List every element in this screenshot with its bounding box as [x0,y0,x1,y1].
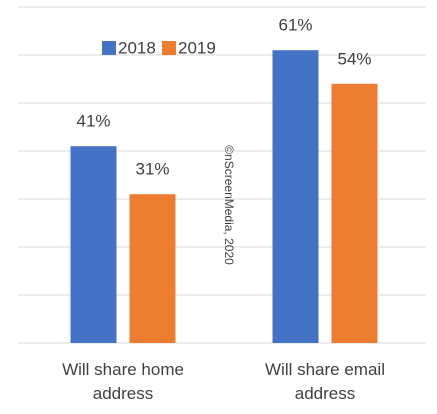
watermark: ©nScreenMedia, 2020 [222,145,236,265]
x-tick-label: Will share email address [265,360,385,403]
data-label: 31% [135,160,169,179]
data-label: 54% [337,49,371,68]
x-tick-label: Will share home address [62,360,184,403]
data-label: 41% [76,112,110,131]
bar [70,146,117,343]
bar [272,50,319,343]
legend-swatch [162,41,176,55]
bar [331,83,378,344]
legend-label: 2018 [118,38,156,57]
legend-label: 2019 [178,38,216,57]
data-label: 61% [278,16,312,35]
legend-swatch [102,41,116,55]
bar [129,194,176,343]
